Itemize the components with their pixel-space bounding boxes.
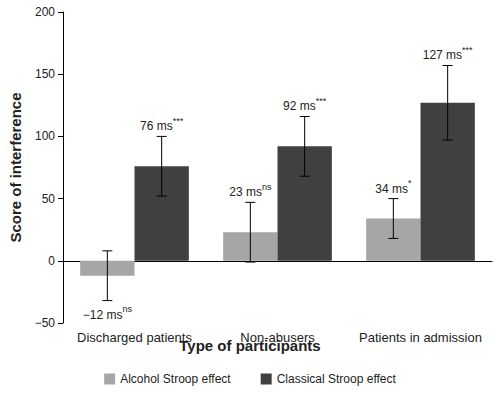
svg-text:0: 0 [48,254,55,268]
svg-text:92 ms: 92 ms [283,99,316,113]
svg-text:***: *** [316,96,327,106]
svg-text:***: *** [173,116,184,126]
svg-text:Score of interference: Score of interference [7,92,24,242]
svg-text:Non-abusers: Non-abusers [240,330,315,345]
svg-text:100: 100 [35,129,55,143]
svg-text:150: 150 [35,67,55,81]
svg-text:Patients in admission: Patients in admission [359,330,482,345]
svg-text:−50: −50 [35,316,56,330]
svg-text:−12 ms: −12 ms [83,308,123,322]
svg-text:***: *** [462,45,473,55]
svg-text:ns: ns [262,182,272,192]
svg-text:ns: ns [122,304,132,314]
svg-text:50: 50 [42,192,56,206]
svg-text:23 ms: 23 ms [229,185,262,199]
svg-text:34 ms: 34 ms [375,182,408,196]
svg-text:Discharged patients: Discharged patients [77,330,192,345]
svg-text:*: * [408,178,412,188]
svg-text:Type of participants: Type of participants [179,337,321,354]
svg-text:Classical Stroop effect: Classical Stroop effect [277,372,397,386]
svg-text:127 ms: 127 ms [423,48,462,62]
svg-text:Alcohol Stroop effect: Alcohol Stroop effect [120,372,231,386]
svg-text:200: 200 [35,5,55,19]
svg-text:76 ms: 76 ms [140,119,173,133]
